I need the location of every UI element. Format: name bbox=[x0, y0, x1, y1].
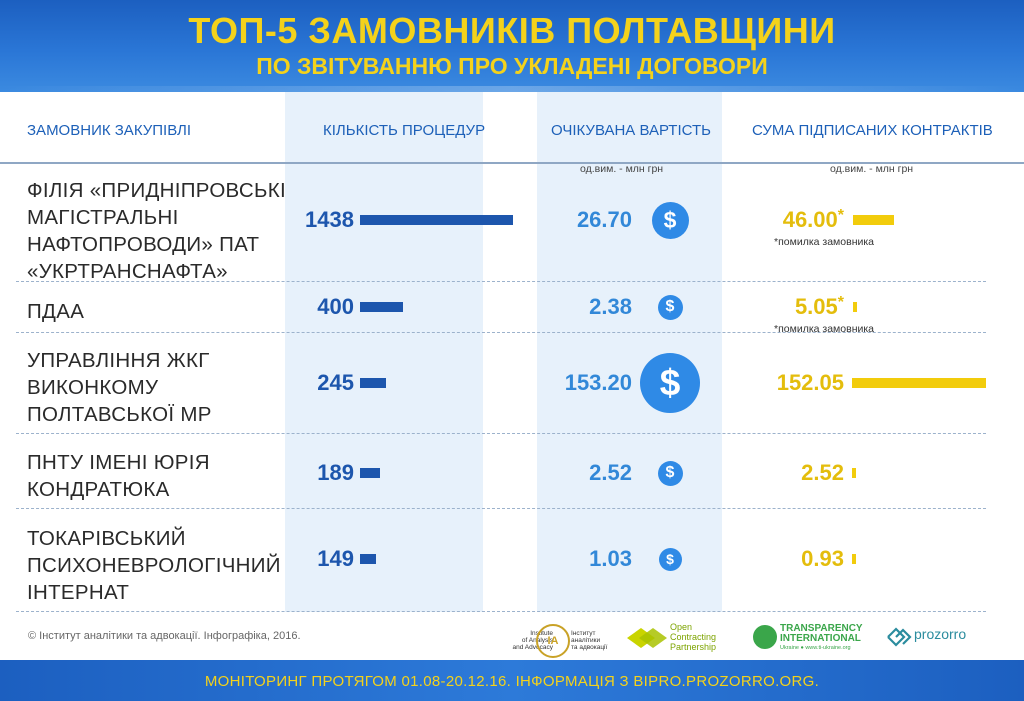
procedures-column-bg bbox=[285, 92, 483, 612]
iaa-right-3: та адвокації bbox=[571, 644, 608, 651]
procedures-value: 149 bbox=[317, 546, 354, 571]
ocp-icon bbox=[627, 628, 667, 648]
header-expected: ОЧІКУВАНА ВАРТІСТЬ bbox=[551, 122, 711, 139]
unit-expected: од.вим. - млн грн bbox=[580, 163, 664, 175]
procedures-value: 245 bbox=[317, 370, 354, 395]
expected-value: 2.52 bbox=[589, 460, 632, 485]
procedures-bar bbox=[360, 302, 403, 312]
row-name-line: ТОКАРІВСЬКИЙ bbox=[27, 527, 186, 550]
row-name-line: ПОЛТАВСЬКОЇ МР bbox=[27, 403, 212, 426]
row-name-line: УПРАВЛІННЯ ЖКГ bbox=[27, 349, 210, 372]
row-name-line: НАФТОПРОВОДИ» ПАТ bbox=[27, 233, 260, 256]
row-name-line: ПДАА bbox=[27, 300, 85, 323]
row-separator bbox=[16, 433, 986, 434]
ocp-line-3: Partnership bbox=[670, 642, 717, 652]
signed-number: 2.52 bbox=[801, 460, 844, 485]
row-name-line: ПСИХОНЕВРОЛОГІЧНИЙ bbox=[27, 554, 281, 577]
row-name: ПНТУ ІМЕНІ ЮРІЯ КОНДРАТЮКА bbox=[27, 449, 210, 503]
signed-mark: * bbox=[837, 207, 844, 224]
row-separator bbox=[16, 611, 986, 612]
dollar-coin-icon: $ bbox=[651, 201, 689, 239]
expected-value: 153.20 bbox=[564, 370, 632, 395]
header-customer: ЗАМОВНИК ЗАКУПІВЛІ bbox=[27, 122, 192, 139]
iaa-left-3: and Advocacy bbox=[512, 644, 553, 651]
iaa-right-2: аналітики bbox=[571, 637, 601, 644]
unit-signed: од.вим. - млн грн bbox=[830, 163, 914, 175]
ti-line-2: INTERNATIONAL bbox=[780, 633, 861, 644]
header-banner bbox=[0, 0, 1024, 92]
row-name-line: ВИКОНКОМУ bbox=[27, 376, 159, 399]
signed-value: 5.05* bbox=[734, 294, 844, 320]
signed-bar bbox=[853, 215, 894, 225]
procedures-bar bbox=[360, 554, 376, 564]
prozorro-name: prozorro bbox=[914, 626, 967, 642]
signed-bar bbox=[852, 554, 856, 564]
row-separator bbox=[16, 281, 986, 282]
row-name: ФІЛІЯ «ПРИДНІПРОВСЬКІ МАГІСТРАЛЬНІ НАФТОПР… bbox=[27, 177, 286, 285]
signed-number: 5.05 bbox=[794, 294, 838, 319]
procedures-bar bbox=[360, 468, 380, 478]
row-name-line: МАГІСТРАЛЬНІ bbox=[27, 206, 179, 229]
signed-bar bbox=[853, 302, 857, 312]
expected-value: 1.03 bbox=[589, 546, 632, 571]
signed-value: 0.93 bbox=[734, 546, 844, 572]
prozorro-icon bbox=[887, 627, 912, 647]
signed-bar bbox=[852, 378, 986, 388]
row-separator bbox=[16, 332, 986, 333]
expected-value: 26.70 bbox=[576, 207, 632, 232]
signed-note: *помилка замовника bbox=[774, 323, 875, 335]
page-subtitle: ПО ЗВІТУВАННЮ ПРО УКЛАДЕНІ ДОГОВОРИ bbox=[256, 53, 768, 79]
row-name-line: ФІЛІЯ «ПРИДНІПРОВСЬКІ bbox=[27, 179, 286, 202]
ti-sub: Ukraine ● www.ti-ukraine.org bbox=[780, 645, 851, 651]
footer-text: МОНІТОРИНГ ПРОТЯГОМ 01.08-20.12.16. ІНФО… bbox=[204, 673, 820, 690]
procedures-value: 1438 bbox=[305, 207, 354, 232]
row-name-line: ІНТЕРНАТ bbox=[27, 581, 130, 604]
iaa-right-1: Інститут bbox=[571, 630, 596, 637]
procedures-bar bbox=[360, 378, 386, 388]
signed-note: *помилка замовника bbox=[774, 236, 875, 248]
row-name-line: ПНТУ ІМЕНІ ЮРІЯ bbox=[27, 451, 210, 474]
signed-mark: * bbox=[837, 294, 844, 311]
table-header bbox=[0, 92, 1024, 164]
page-title: ТОП-5 ЗАМОВНИКІВ ПОЛТАВЩИНИ bbox=[188, 10, 836, 51]
procedures-bar bbox=[360, 215, 513, 225]
dollar-coin-icon: $ bbox=[657, 460, 683, 486]
row-name: ТОКАРІВСЬКИЙ ПСИХОНЕВРОЛОГІЧНИЙ ІНТЕРНАТ bbox=[27, 525, 281, 606]
procedures-value: 400 bbox=[317, 294, 354, 319]
ti-line-1: TRANSPARENCY bbox=[780, 623, 863, 634]
ocp-line-1: Open bbox=[670, 622, 693, 632]
signed-value: 152.05 bbox=[734, 370, 844, 396]
signed-number: 0.93 bbox=[801, 546, 844, 571]
procedures-value: 189 bbox=[317, 460, 354, 485]
credit: © Інститут аналітики та адвокації. Інфог… bbox=[28, 630, 301, 642]
footer-banner bbox=[0, 660, 1024, 701]
signed-value: 46.00* bbox=[734, 207, 844, 233]
signed-number: 46.00 bbox=[782, 207, 838, 232]
dollar-coin-icon: $ bbox=[658, 547, 682, 571]
row-name-line: КОНДРАТЮКА bbox=[27, 478, 170, 501]
iaa-mark-icon: ІА bbox=[536, 624, 570, 658]
signed-bar bbox=[852, 468, 856, 478]
dollar-coin-icon: $ bbox=[657, 294, 683, 320]
ocp-line-2: Contracting bbox=[670, 632, 717, 642]
signed-number: 152.05 bbox=[776, 370, 844, 395]
row-separator bbox=[16, 508, 986, 509]
header-procedures: КІЛЬКІСТЬ ПРОЦЕДУР bbox=[323, 122, 486, 139]
expected-value: 2.38 bbox=[589, 294, 632, 319]
expected-column-bg bbox=[537, 92, 722, 612]
row-name: ПДАА bbox=[27, 298, 84, 325]
row-name-line: «УКРТРАНСНАФТА» bbox=[27, 260, 228, 283]
row-name: УПРАВЛІННЯ ЖКГ ВИКОНКОМУ ПОЛТАВСЬКОЇ МР bbox=[27, 347, 212, 428]
signed-value: 2.52 bbox=[734, 460, 844, 486]
dollar-coin-icon: $ bbox=[640, 353, 700, 413]
ti-icon bbox=[753, 625, 777, 649]
header-signed: СУМА ПІДПИСАНИХ КОНТРАКТІВ bbox=[752, 122, 993, 139]
